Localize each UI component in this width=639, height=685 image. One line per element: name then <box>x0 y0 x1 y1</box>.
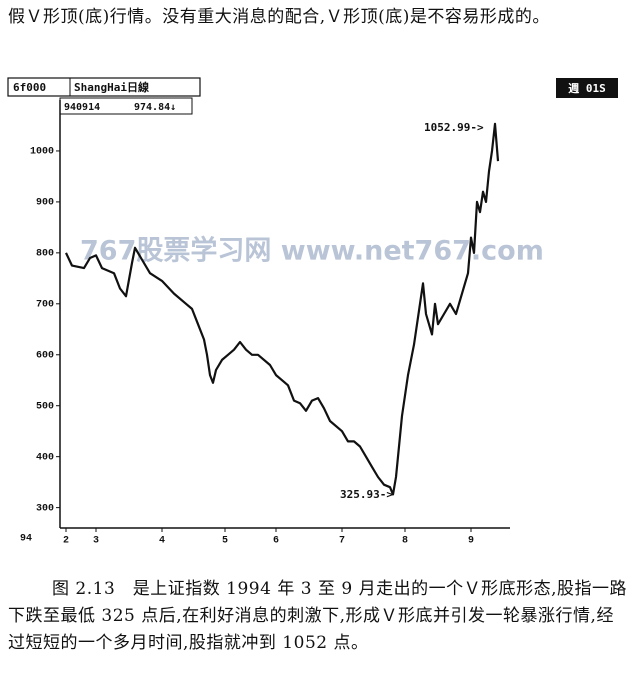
y-tick-label: 500 <box>36 401 54 412</box>
x-tick-label: 2 <box>63 536 69 547</box>
y-tick-label: 900 <box>36 198 54 209</box>
header-date: 940914 <box>64 102 100 113</box>
intro-text: 假Ｖ形顶(底)行情。没有重大消息的配合,Ｖ形顶(底)是不容易形成的。 <box>8 7 550 27</box>
y-tick-label: 400 <box>36 452 54 463</box>
header-name: ShangHai日線 <box>74 80 149 94</box>
header-box <box>7 77 201 97</box>
caption: 图 2.13 是上证指数 1994 年 3 至 9 月走出的一个Ｖ形底形态,股指… <box>8 579 627 653</box>
x-tick-label: 9 <box>468 536 474 547</box>
y-tick-label: 300 <box>36 503 54 514</box>
year-label: 94 <box>20 534 32 545</box>
x-tick-label: 3 <box>93 536 99 547</box>
period-box <box>556 78 618 98</box>
x-tick-label: 8 <box>402 536 408 547</box>
price-line <box>65 122 500 496</box>
y-tick-label: 600 <box>36 350 54 361</box>
y-tick-label: 700 <box>36 299 54 310</box>
chart: 6f000 ShangHai日線 940914 974.84↓ 週 01S 76… <box>7 77 618 547</box>
high-annotation: 1052.99-> <box>424 121 484 134</box>
header-code: 6f000 <box>13 81 46 94</box>
x-tick-label: 6 <box>273 536 279 547</box>
period-label: 週 01S <box>568 81 606 95</box>
low-annotation: 325.93-> <box>340 488 393 501</box>
y-tick-label: 800 <box>36 248 54 259</box>
x-tick-label: 5 <box>222 536 228 547</box>
watermark: 767股票学习网 www.net767.com <box>80 235 544 267</box>
header-value: 974.84↓ <box>134 102 176 113</box>
x-tick-label: 4 <box>159 536 165 547</box>
y-tick-label: 1000 <box>30 147 54 158</box>
x-tick-label: 7 <box>339 536 345 547</box>
